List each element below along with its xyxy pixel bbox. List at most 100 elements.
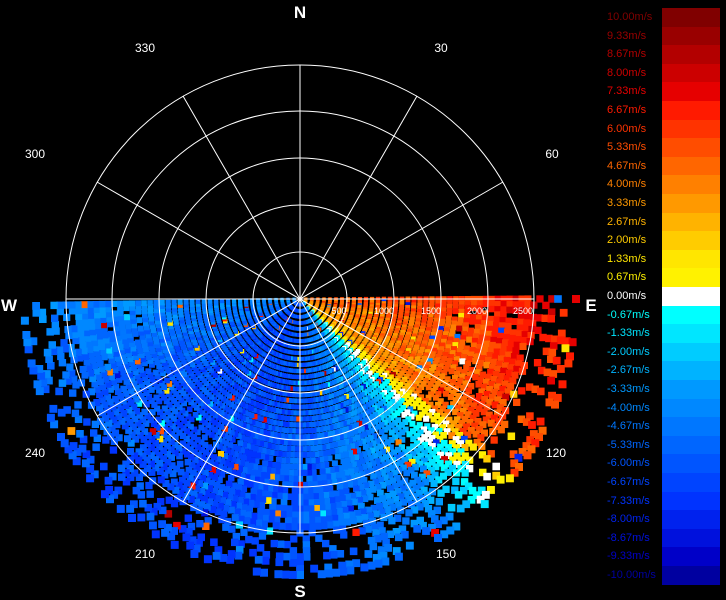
velocity-cell <box>418 362 424 368</box>
velocity-cell <box>475 314 483 321</box>
velocity-cell <box>184 308 190 314</box>
velocity-cell <box>258 477 265 485</box>
legend-row: 8.00m/s <box>604 63 724 83</box>
velocity-cell <box>251 426 257 432</box>
legend-row: 2.67m/s <box>604 212 724 232</box>
velocity-cell <box>172 316 179 322</box>
velocity-cell <box>183 393 189 400</box>
velocity-cell <box>341 420 347 427</box>
velocity-cell <box>345 431 351 438</box>
velocity-cell <box>359 426 365 432</box>
velocity-cell <box>488 381 496 388</box>
velocity-cell <box>275 462 282 469</box>
velocity-cell <box>402 353 409 359</box>
velocity-cell <box>369 413 375 420</box>
velocity-cell <box>141 304 148 311</box>
velocity-cell <box>448 368 455 375</box>
legend-row: -9.33m/s <box>604 547 724 566</box>
velocity-cell <box>439 359 446 366</box>
velocity-cell <box>380 532 388 541</box>
velocity-cell <box>483 361 490 369</box>
velocity-cell <box>402 517 410 525</box>
velocity-cell <box>454 333 461 340</box>
velocity-cell <box>449 350 456 356</box>
velocity-cell <box>243 416 249 423</box>
velocity-cell <box>86 465 95 473</box>
velocity-cell <box>318 498 325 506</box>
velocity-cell <box>379 469 386 476</box>
velocity-cell <box>483 390 491 398</box>
velocity-cell <box>183 302 189 308</box>
velocity-cell <box>227 550 236 558</box>
velocity-cell <box>81 371 89 379</box>
velocity-cell <box>257 409 263 415</box>
velocity-cell <box>476 344 483 351</box>
velocity-cell <box>150 348 156 354</box>
velocity-cell <box>307 493 314 500</box>
velocity-cell <box>415 318 421 324</box>
velocity-cell <box>105 305 112 313</box>
velocity-cell <box>73 448 82 456</box>
velocity-cell <box>273 474 280 481</box>
velocity-cell <box>163 416 170 423</box>
velocity-cell <box>450 324 457 331</box>
velocity-cell <box>235 546 244 554</box>
velocity-cell <box>406 371 412 377</box>
velocity-cell <box>173 419 180 426</box>
velocity-cell <box>166 310 172 316</box>
velocity-cell <box>430 416 437 423</box>
velocity-cell <box>387 303 392 309</box>
velocity-cell <box>136 362 143 369</box>
velocity-cell <box>519 342 527 350</box>
velocity-cell <box>294 422 300 428</box>
velocity-cell <box>425 394 432 401</box>
velocity-cell <box>357 465 364 472</box>
velocity-cell <box>250 512 258 520</box>
velocity-cell <box>411 302 417 308</box>
velocity-cell <box>256 402 262 408</box>
velocity-cell <box>140 356 147 363</box>
velocity-cell <box>166 419 173 426</box>
velocity-cell <box>231 417 237 423</box>
velocity-cell <box>316 439 322 445</box>
velocity-cell <box>393 403 400 409</box>
velocity-cell <box>195 299 201 305</box>
velocity-cell <box>401 324 407 330</box>
velocity-cell <box>230 456 237 463</box>
velocity-cell <box>504 388 512 396</box>
velocity-cell <box>331 392 337 398</box>
velocity-cell <box>427 381 434 387</box>
velocity-cell <box>354 472 361 479</box>
velocity-cell <box>169 405 176 412</box>
velocity-cell <box>417 445 425 452</box>
velocity-cell <box>92 344 100 352</box>
velocity-cell <box>280 403 286 409</box>
velocity-cell <box>417 404 424 411</box>
velocity-cell <box>261 484 269 492</box>
velocity-cell <box>244 474 251 481</box>
velocity-cell <box>479 355 486 362</box>
velocity-cell <box>181 327 187 333</box>
velocity-cell <box>342 464 349 471</box>
velocity-cell <box>270 461 277 468</box>
velocity-cell <box>257 507 265 515</box>
velocity-cell <box>201 330 207 336</box>
velocity-cell <box>198 501 206 509</box>
velocity-cell <box>513 365 521 373</box>
velocity-cell <box>318 432 325 439</box>
velocity-cell <box>345 444 352 451</box>
velocity-cell <box>172 340 179 346</box>
velocity-cell <box>147 416 155 424</box>
velocity-cell <box>139 452 147 460</box>
velocity-cell <box>240 504 248 512</box>
velocity-cell <box>463 364 470 371</box>
velocity-cell <box>480 383 488 391</box>
velocity-cell <box>155 322 162 328</box>
velocity-cell <box>174 371 180 377</box>
velocity-cell <box>551 400 559 409</box>
velocity-cell <box>253 401 259 407</box>
velocity-cell <box>311 403 317 409</box>
velocity-cell <box>311 475 318 482</box>
velocity-cell <box>93 350 101 357</box>
velocity-cell <box>316 480 323 488</box>
